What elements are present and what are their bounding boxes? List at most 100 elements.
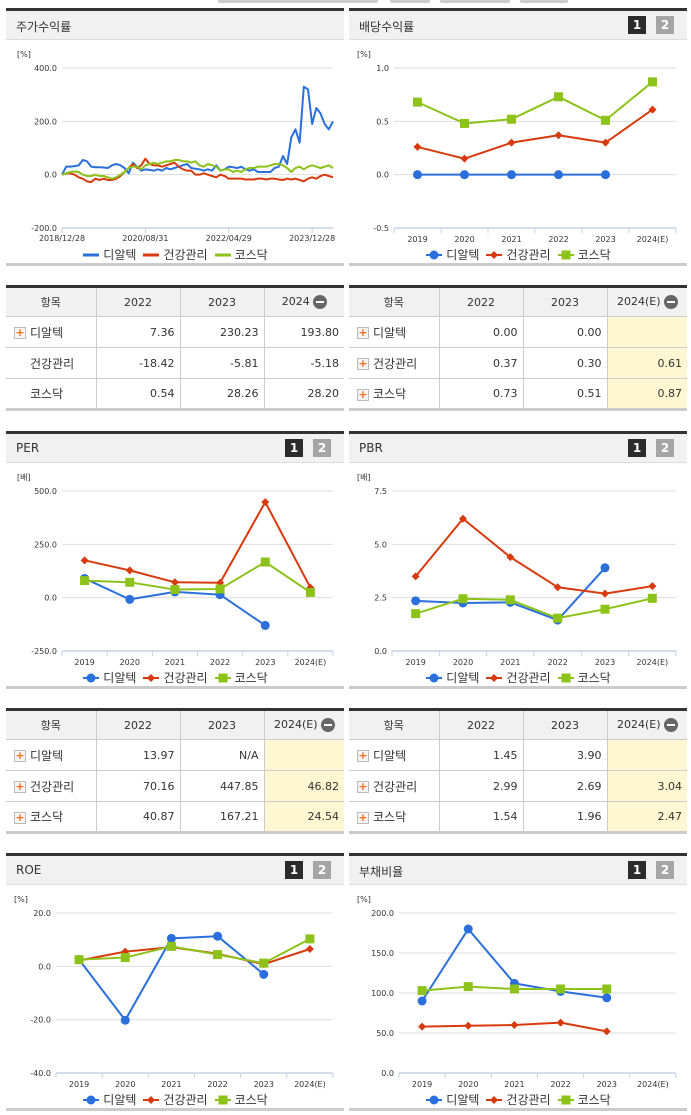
- legend-item-dialtek[interactable]: 디알텍: [425, 246, 479, 263]
- legend-marker[interactable]: [147, 673, 156, 682]
- dialtek-point[interactable]: [463, 924, 473, 934]
- legend-marker[interactable]: [490, 673, 499, 682]
- health-point[interactable]: [306, 583, 315, 592]
- legend-item-kosdaq[interactable]: 코스닥: [214, 669, 268, 686]
- health-point[interactable]: [602, 1027, 611, 1036]
- health-point[interactable]: [305, 945, 314, 953]
- kosdaq-point[interactable]: [305, 587, 315, 597]
- health-point[interactable]: [553, 583, 562, 592]
- legend-marker[interactable]: [218, 1095, 228, 1104]
- kosdaq-point[interactable]: [417, 986, 427, 996]
- legend-item-kosdaq[interactable]: 코스닥: [557, 669, 611, 686]
- kosdaq-point[interactable]: [601, 115, 610, 125]
- expand-icon[interactable]: +: [357, 749, 369, 762]
- legend-item-kosdaq[interactable]: 코스닥: [214, 1091, 268, 1108]
- view-2-button[interactable]: 2: [656, 16, 674, 34]
- dialtek-point[interactable]: [417, 996, 427, 1006]
- health-point[interactable]: [506, 553, 515, 562]
- legend-marker[interactable]: [218, 673, 228, 682]
- legend-marker[interactable]: [86, 673, 96, 682]
- kosdaq-point[interactable]: [120, 953, 130, 963]
- kosdaq-point[interactable]: [602, 984, 612, 994]
- legend-item-health[interactable]: 건강관리: [142, 246, 208, 263]
- expand-icon[interactable]: +: [14, 810, 26, 824]
- view-1-button[interactable]: 1: [628, 861, 646, 879]
- expand-icon[interactable]: +: [357, 810, 369, 824]
- kosdaq-point[interactable]: [215, 584, 225, 594]
- legend-marker[interactable]: [490, 250, 499, 259]
- legend-item-dialtek[interactable]: 디알텍: [425, 1091, 479, 1108]
- dialtek-point[interactable]: [120, 1015, 130, 1025]
- legend-item-health[interactable]: 건강관리: [142, 669, 208, 686]
- legend-item-dialtek[interactable]: 디알텍: [82, 669, 136, 686]
- kosdaq-point[interactable]: [505, 595, 515, 605]
- view-1-button[interactable]: 1: [628, 439, 646, 457]
- legend-item-kosdaq[interactable]: 코스닥: [557, 1091, 611, 1108]
- kosdaq-point[interactable]: [170, 585, 180, 595]
- health-point[interactable]: [556, 1018, 565, 1027]
- health-point[interactable]: [411, 572, 420, 581]
- kosdaq-point[interactable]: [509, 984, 519, 994]
- health-point[interactable]: [418, 1022, 427, 1031]
- health-point[interactable]: [464, 1021, 473, 1030]
- health-point[interactable]: [648, 582, 657, 591]
- kosdaq-point[interactable]: [125, 577, 135, 587]
- kosdaq-point[interactable]: [648, 77, 657, 87]
- kosdaq-point[interactable]: [556, 984, 566, 994]
- kosdaq-point[interactable]: [600, 604, 610, 614]
- collapse-icon[interactable]: [663, 295, 678, 309]
- health-point[interactable]: [125, 566, 134, 575]
- health-point[interactable]: [121, 947, 130, 956]
- expand-icon[interactable]: +: [357, 357, 369, 370]
- view-1-button[interactable]: 1: [285, 861, 303, 879]
- kosdaq-point[interactable]: [463, 982, 473, 992]
- expand-icon[interactable]: +: [357, 387, 369, 401]
- expand-icon[interactable]: +: [14, 326, 26, 339]
- kosdaq-point[interactable]: [74, 955, 84, 965]
- health-point[interactable]: [601, 589, 609, 598]
- health-point[interactable]: [510, 1021, 519, 1029]
- dialtek-point[interactable]: [259, 969, 269, 979]
- legend-marker[interactable]: [429, 250, 439, 259]
- view-2-button[interactable]: 2: [313, 861, 331, 879]
- kosdaq-point[interactable]: [507, 114, 516, 124]
- kosdaq-point[interactable]: [553, 613, 563, 623]
- dialtek-point[interactable]: [411, 596, 421, 606]
- expand-icon[interactable]: +: [14, 780, 26, 793]
- collapse-icon[interactable]: [312, 295, 327, 309]
- health-point[interactable]: [507, 138, 516, 147]
- dialtek-point[interactable]: [260, 620, 270, 630]
- legend-item-dialtek[interactable]: 디알텍: [82, 246, 136, 263]
- dialtek-point[interactable]: [413, 170, 422, 180]
- health-point[interactable]: [648, 105, 657, 114]
- health-point[interactable]: [601, 138, 610, 147]
- health-point[interactable]: [261, 498, 270, 507]
- dialtek-point[interactable]: [554, 170, 563, 180]
- kosdaq-point[interactable]: [458, 594, 468, 604]
- legend-item-kosdaq[interactable]: 코스닥: [557, 246, 611, 263]
- dialtek-point[interactable]: [600, 563, 610, 573]
- expand-icon[interactable]: +: [357, 326, 369, 339]
- dialtek-point[interactable]: [166, 933, 176, 943]
- expand-icon[interactable]: +: [14, 749, 26, 762]
- dialtek-point[interactable]: [460, 170, 469, 180]
- health-point[interactable]: [554, 131, 563, 140]
- kosdaq-point[interactable]: [305, 934, 315, 944]
- dialtek-point[interactable]: [601, 170, 610, 180]
- health-point[interactable]: [459, 514, 467, 523]
- kosdaq-point[interactable]: [213, 950, 223, 960]
- view-2-button[interactable]: 2: [313, 439, 331, 457]
- health-point[interactable]: [170, 578, 179, 587]
- legend-marker[interactable]: [86, 1095, 96, 1104]
- health-point[interactable]: [80, 556, 89, 565]
- legend-item-dialtek[interactable]: 디알텍: [425, 669, 479, 686]
- legend-item-health[interactable]: 건강관리: [485, 1091, 551, 1108]
- legend-marker[interactable]: [429, 673, 439, 682]
- legend-marker[interactable]: [561, 250, 571, 259]
- legend-item-health[interactable]: 건강관리: [142, 1091, 208, 1108]
- kosdaq-point[interactable]: [411, 609, 421, 619]
- kosdaq-point[interactable]: [80, 576, 90, 586]
- dialtek-point[interactable]: [507, 170, 516, 180]
- health-point[interactable]: [413, 142, 422, 151]
- kosdaq-point[interactable]: [260, 557, 270, 567]
